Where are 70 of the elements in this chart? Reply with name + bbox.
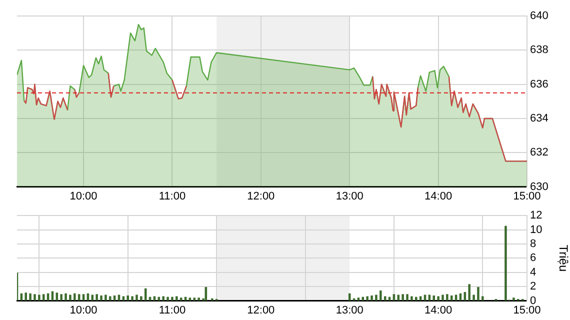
y-tick-label: 638 — [530, 44, 548, 56]
bar — [176, 296, 178, 301]
x-tick-label: 14:00 — [424, 304, 452, 316]
bar — [482, 296, 484, 301]
bar — [384, 296, 386, 301]
bar — [64, 293, 67, 301]
bar — [136, 294, 138, 301]
bar — [366, 296, 368, 301]
y-tick-label: 632 — [530, 146, 548, 159]
x-tick-label: 15:00 — [513, 190, 541, 202]
bar — [437, 296, 440, 301]
bar — [140, 296, 142, 301]
bar — [432, 296, 435, 301]
bar — [60, 294, 62, 301]
bar — [96, 294, 98, 301]
bar — [406, 294, 408, 301]
bar — [211, 298, 214, 301]
bar — [402, 294, 404, 301]
bar — [109, 296, 112, 301]
bar — [380, 290, 382, 301]
y-tick-label: 12 — [530, 210, 542, 222]
bar — [410, 296, 413, 301]
bar — [122, 296, 125, 301]
bar — [166, 296, 169, 301]
bar — [29, 293, 32, 301]
y-tick-label: 4 — [530, 266, 536, 278]
bar — [477, 286, 480, 301]
bar — [153, 296, 156, 301]
y-axis-title: Triệu — [556, 244, 570, 272]
y-tick-label: 634 — [530, 112, 548, 125]
x-tick-label: 14:00 — [424, 190, 452, 202]
x-tick-label: 12:00 — [247, 304, 275, 316]
bar — [100, 296, 102, 301]
bar — [74, 293, 76, 301]
y-tick-label: 6 — [530, 252, 536, 264]
bar — [24, 292, 27, 301]
x-tick-label: 15:00 — [513, 304, 541, 316]
bar — [468, 284, 470, 301]
y-tick-label: 10 — [530, 224, 542, 236]
bar — [126, 296, 129, 301]
y-tick-label: 630 — [530, 180, 548, 193]
x-tick-label: 10:00 — [70, 190, 98, 202]
y-tick-label: 8 — [530, 238, 536, 250]
x-tick-label: 13:00 — [336, 304, 364, 316]
x-tick-label: 12:00 — [247, 190, 275, 202]
bar — [38, 294, 40, 301]
y-tick-label: 636 — [530, 78, 548, 90]
x-tick-label: 11:00 — [158, 190, 186, 202]
bar — [442, 294, 444, 301]
bar — [472, 294, 475, 301]
bar — [370, 296, 373, 301]
bar — [171, 296, 174, 301]
bar — [198, 298, 200, 301]
bar — [131, 296, 134, 301]
x-tick-label: 10:00 — [70, 304, 98, 316]
x-tick-label: 13:00 — [336, 190, 364, 202]
bar — [504, 226, 507, 301]
x-tick-label: 11:00 — [158, 304, 186, 316]
y-tick-label: 640 — [530, 10, 548, 22]
bar — [415, 296, 418, 301]
y-tick-label: 2 — [530, 280, 536, 293]
bar — [419, 296, 422, 301]
bar — [375, 294, 378, 301]
bar — [446, 294, 448, 301]
bar — [162, 296, 164, 301]
bar — [512, 298, 515, 301]
bar — [34, 294, 36, 301]
y-tick-label: 0 — [530, 294, 536, 307]
bar — [104, 294, 107, 301]
bar — [69, 294, 72, 301]
